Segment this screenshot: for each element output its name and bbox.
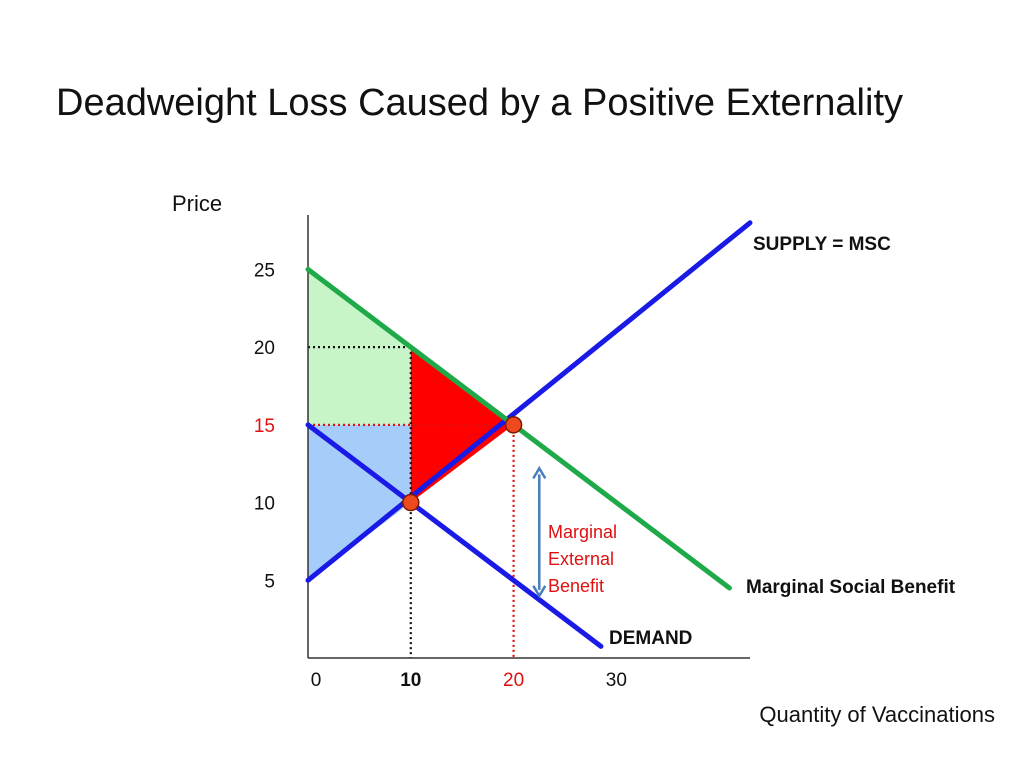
axes [307,215,750,659]
annotation-arrow-head-down [532,585,547,599]
x-tick-label: 30 [606,670,627,691]
x-tick-label: 10 [400,670,421,691]
y-axis-label: Price [172,191,222,216]
x-tick-label: 20 [503,670,524,691]
annotation: Marginal External Benefit [532,465,617,599]
tick-labels: 25 20 15 10 5 0 10 20 30 [254,260,627,691]
consumer-surplus-blue [308,424,411,581]
y-tick-label: 25 [254,260,275,281]
labels: Price Quantity of Vaccinations SUPPLY = … [172,191,995,727]
supply-label: SUPPLY = MSC [753,234,891,255]
supply-msc-line [305,220,753,583]
slide-title: Deadweight Loss Caused by a Positive Ext… [56,82,904,124]
equilibrium-points [402,416,523,512]
demand-line [305,422,604,649]
equilibrium-point-1 [402,493,420,512]
y-tick-label: 15 [254,416,275,437]
demand-label: DEMAND [609,628,692,649]
y-tick-label: 5 [264,571,275,592]
annotation-text-line: Marginal [548,522,617,542]
equilibrium-point-2 [504,416,523,434]
annotation-arrow-head-up [532,465,547,480]
x-tick-label: 0 [311,670,322,691]
msb-label: Marginal Social Benefit [746,577,956,598]
x-axis-label: Quantity of Vaccinations [759,702,995,727]
deadweight-loss [410,347,514,503]
y-tick-label: 10 [254,494,275,515]
y-tick-label: 20 [254,338,275,359]
annotation-text-line: External [548,549,614,569]
annotation-text-line: Benefit [548,576,604,596]
